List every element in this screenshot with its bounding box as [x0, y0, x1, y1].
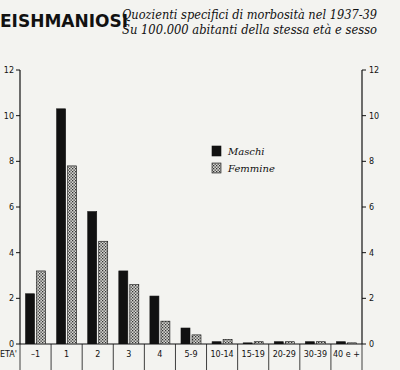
subtitle: Su 100.000 abitanti della stessa età e s… [122, 23, 377, 37]
bar [305, 342, 314, 344]
bar [88, 212, 97, 344]
subtitle: Quozienti specifici di morbosità nel 193… [122, 8, 377, 22]
bar [181, 328, 190, 344]
bar [347, 343, 356, 344]
bar [68, 166, 77, 344]
y-tick-label: 10 [4, 112, 14, 121]
y-tick [362, 70, 366, 71]
y-tick-label: 6 [9, 203, 14, 212]
x-tick-label: 2 [95, 350, 100, 359]
category-divider [206, 344, 207, 370]
y-tick-label: 6 [369, 203, 374, 212]
y-tick-label: 12 [369, 66, 379, 75]
legend-label: Maschi [227, 146, 265, 157]
legend-label: Femmine [227, 163, 275, 174]
y-tick-label: 0 [9, 340, 14, 349]
bars [26, 109, 357, 344]
chart: EISHMANIOSIQuozienti specifici di morbos… [0, 0, 400, 370]
bar [99, 241, 108, 344]
y-tick-label: 8 [369, 157, 374, 166]
y-tick-label: 4 [369, 249, 374, 258]
bar [316, 342, 325, 344]
y-tick-label: 0 [369, 340, 374, 349]
x-tick-label: –1 [31, 350, 40, 359]
x-tick-label: 40 e + [333, 350, 360, 359]
category-divider [237, 344, 238, 370]
bar [212, 342, 221, 344]
x-tick-label: 10-14 [210, 350, 233, 359]
bar [119, 271, 128, 344]
bar [57, 109, 66, 344]
category-divider [51, 344, 52, 370]
title: EISHMANIOSI [0, 11, 128, 31]
bar [285, 342, 294, 344]
category-divider [144, 344, 145, 370]
category-divider [362, 344, 363, 370]
category-divider [175, 344, 176, 370]
y-tick [16, 344, 20, 345]
y-tick [362, 207, 366, 208]
x-tick-label: 4 [157, 350, 162, 359]
bar [254, 342, 263, 344]
bar [336, 342, 345, 344]
bar [161, 321, 170, 344]
y-tick [16, 298, 20, 299]
y-tick-label: 10 [369, 112, 379, 121]
bar [192, 335, 201, 344]
bar [26, 294, 35, 344]
x-tick-label: 5-9 [184, 350, 197, 359]
x-tick-label: 15-19 [242, 350, 265, 359]
y-tick [362, 252, 366, 253]
category-divider [20, 344, 21, 370]
y-tick [16, 115, 20, 116]
y-tick-label: 2 [369, 294, 374, 303]
y-tick [16, 70, 20, 71]
y-tick [362, 344, 366, 345]
legend-swatch [212, 163, 221, 173]
y-tick [16, 161, 20, 162]
y-tick [362, 161, 366, 162]
x-tick-label: 20-29 [273, 350, 296, 359]
bar [243, 343, 252, 344]
x-axis-label: ETA' [0, 350, 17, 359]
category-divider [268, 344, 269, 370]
y-tick-label: 4 [9, 249, 14, 258]
category-divider [330, 344, 331, 370]
y-tick [16, 252, 20, 253]
bar [37, 271, 46, 344]
bar [130, 285, 139, 344]
y-tick-label: 8 [9, 157, 14, 166]
y-tick [362, 115, 366, 116]
x-tick-label: 1 [64, 350, 69, 359]
bar [223, 339, 232, 344]
y-tick [362, 298, 366, 299]
bar [150, 296, 159, 344]
category-divider [299, 344, 300, 370]
y-tick [16, 207, 20, 208]
legend-swatch [212, 146, 221, 156]
y-tick-label: 2 [9, 294, 14, 303]
category-divider [113, 344, 114, 370]
bar [274, 342, 283, 344]
legend: Maschi Femmine [212, 146, 275, 174]
x-tick-label: 3 [126, 350, 131, 359]
x-tick-label: 30-39 [304, 350, 327, 359]
category-divider [82, 344, 83, 370]
y-tick-label: 12 [4, 66, 14, 75]
